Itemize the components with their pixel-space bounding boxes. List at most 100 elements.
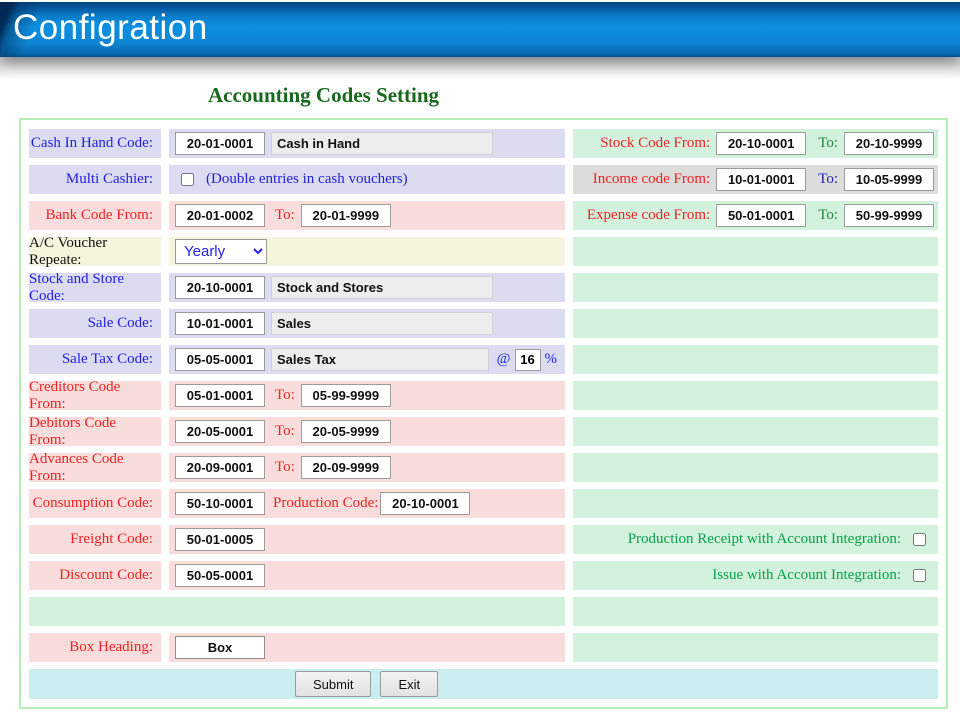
empty-cell [573, 273, 938, 302]
discount-label: Discount Code: [29, 561, 161, 590]
expense-code-to-input[interactable] [844, 204, 934, 227]
page-title: Accounting Codes Setting [208, 83, 440, 107]
debitors-from-input[interactable] [175, 420, 265, 443]
issue-integration-label: Issue with Account Integration: [712, 567, 901, 583]
creditors-to-input[interactable] [300, 384, 391, 407]
sale-tax-code-input[interactable] [175, 348, 265, 371]
row-multi-cashier: Multi Cashier: (Double entries in cash v… [29, 165, 938, 194]
window-title-bar: Configration [0, 2, 960, 57]
discount-code-input[interactable] [175, 564, 265, 587]
voucher-repeat-fields: Yearly [169, 237, 565, 266]
row-freight: Freight Code: Production Receipt with Ac… [29, 525, 938, 554]
row-bank-code: Bank Code From: To: Expense code From: T… [29, 201, 938, 230]
empty-cell [573, 417, 938, 446]
stock-store-name-field [271, 276, 493, 299]
multi-cashier-checkbox[interactable] [181, 173, 194, 186]
cash-in-hand-name-field [271, 132, 493, 155]
advances-from-input[interactable] [175, 456, 265, 479]
debitors-label: Debitors Code From: [29, 415, 161, 448]
window-title: Configration [13, 8, 208, 47]
bank-code-to-input[interactable] [300, 204, 391, 227]
production-code-label: Production Code: [273, 495, 379, 511]
title-bar-shadow [0, 57, 960, 79]
stock-code-to-label: To: [818, 135, 838, 151]
income-code-from-label: Income code From: [592, 171, 711, 187]
income-code-from-input[interactable] [716, 168, 807, 191]
bank-code-from-input[interactable] [175, 204, 265, 227]
income-code-to-input[interactable] [844, 168, 934, 191]
income-code-to-label: To: [818, 171, 838, 187]
income-code-cell: Income code From: To: [573, 165, 938, 194]
advances-to-label: To: [275, 459, 295, 475]
row-consumption: Consumption Code: Production Code: [29, 489, 938, 518]
consumption-fields: Production Code: [169, 489, 565, 518]
stock-code-from-label: Stock Code From: [600, 135, 711, 151]
creditors-from-input[interactable] [175, 384, 265, 407]
sale-tax-rate-input[interactable] [514, 348, 541, 371]
submit-button[interactable]: Submit [295, 671, 372, 697]
row-creditors: Creditors Code From: To: [29, 379, 938, 412]
multi-cashier-note: (Double entries in cash vouchers) [206, 171, 408, 187]
debitors-to-input[interactable] [300, 420, 391, 443]
row-sale-code: Sale Code: [29, 309, 938, 338]
production-code-input[interactable] [380, 492, 471, 515]
row-spacer [29, 597, 938, 626]
empty-cell [573, 381, 938, 410]
spacer-cell-left [29, 597, 565, 626]
row-sale-tax: Sale Tax Code: @ % [29, 345, 938, 374]
row-advances: Advances Code From: To: [29, 451, 938, 484]
discount-fields [169, 561, 565, 590]
expense-code-to-label: To: [818, 207, 838, 223]
expense-code-from-label: Expense code From: [586, 207, 711, 223]
sale-name-field [271, 312, 493, 335]
row-voucher-repeat: A/C Voucher Repeate: Yearly [29, 235, 938, 268]
stock-store-code-input[interactable] [175, 276, 265, 299]
expense-code-from-input[interactable] [716, 204, 807, 227]
row-debitors: Debitors Code From: To: [29, 415, 938, 448]
bank-code-label: Bank Code From: [29, 201, 161, 230]
percent-label: % [544, 351, 558, 367]
empty-cell [573, 453, 938, 482]
row-box-heading: Box Heading: [29, 633, 938, 662]
empty-cell [573, 633, 938, 662]
production-receipt-integration-checkbox[interactable] [913, 533, 926, 546]
freight-label: Freight Code: [29, 525, 161, 554]
sale-tax-label: Sale Tax Code: [29, 345, 161, 374]
stock-code-from-input[interactable] [716, 132, 807, 155]
stock-store-fields [169, 273, 565, 302]
voucher-repeat-label: A/C Voucher Repeate: [29, 235, 161, 268]
freight-fields [169, 525, 565, 554]
issue-integration-cell: Issue with Account Integration: [573, 561, 938, 590]
cash-in-hand-fields [169, 129, 565, 158]
sale-code-input[interactable] [175, 312, 265, 335]
stock-store-label: Stock and Store Code: [29, 271, 161, 304]
empty-cell [573, 309, 938, 338]
creditors-to-label: To: [275, 387, 295, 403]
box-heading-fields [169, 633, 565, 662]
advances-to-input[interactable] [300, 456, 391, 479]
cash-in-hand-label: Cash In Hand Code: [29, 129, 161, 158]
sale-code-fields [169, 309, 565, 338]
multi-cashier-label: Multi Cashier: [29, 165, 161, 194]
row-stock-store: Stock and Store Code: [29, 271, 938, 304]
consumption-code-input[interactable] [175, 492, 265, 515]
sale-tax-name-field [271, 348, 489, 371]
stock-code-to-input[interactable] [844, 132, 934, 155]
multi-cashier-fields: (Double entries in cash vouchers) [169, 165, 565, 194]
advances-fields: To: [169, 453, 565, 482]
sale-code-label: Sale Code: [29, 309, 161, 338]
row-discount: Discount Code: Issue with Account Integr… [29, 561, 938, 590]
exit-button[interactable]: Exit [380, 671, 439, 697]
empty-cell [573, 237, 938, 266]
issue-integration-checkbox[interactable] [913, 569, 926, 582]
box-heading-input[interactable] [175, 636, 265, 659]
empty-cell [573, 345, 938, 374]
voucher-repeat-select[interactable]: Yearly [175, 239, 267, 264]
freight-code-input[interactable] [175, 528, 265, 551]
spacer-cell-right [573, 597, 938, 626]
production-receipt-integration-cell: Production Receipt with Account Integrat… [573, 525, 938, 554]
debitors-to-label: To: [275, 423, 295, 439]
cash-in-hand-code-input[interactable] [175, 132, 265, 155]
expense-code-cell: Expense code From: To: [573, 201, 938, 230]
